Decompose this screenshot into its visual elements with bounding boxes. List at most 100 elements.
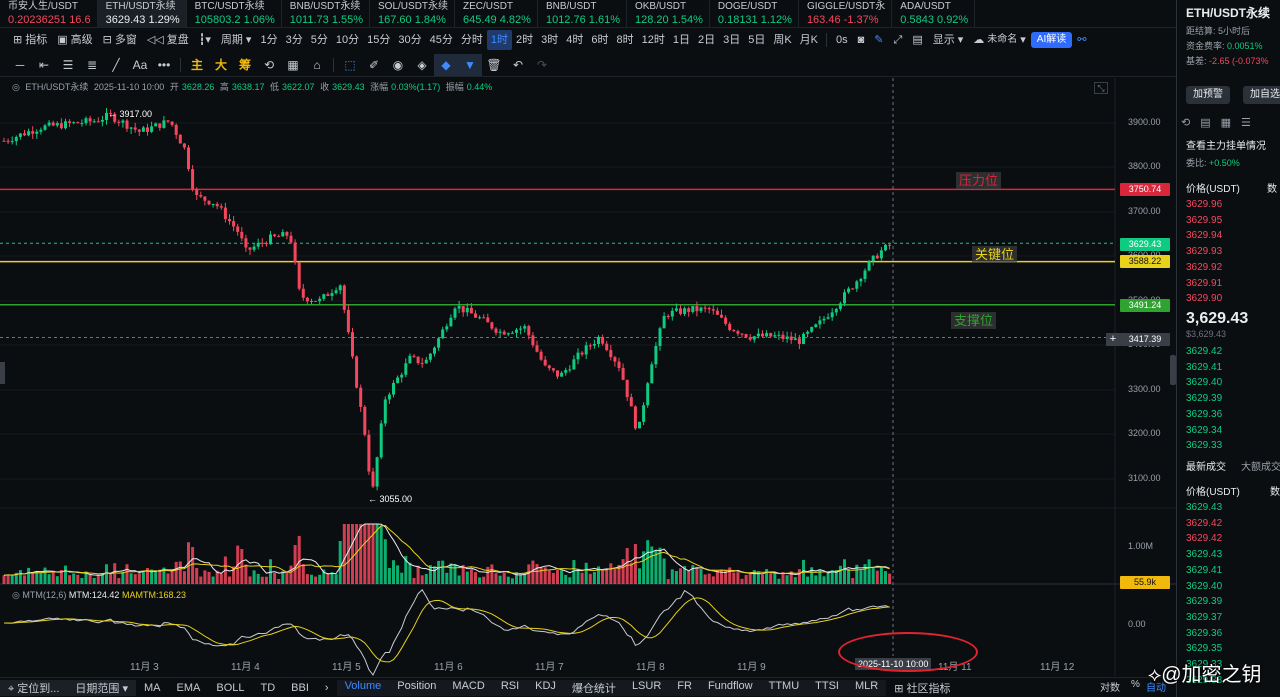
main-force-button[interactable]: 主: [190, 58, 203, 72]
filter-icon[interactable]: ▼: [458, 53, 482, 76]
sub-indicator-4[interactable]: KDJ: [535, 679, 556, 692]
sub-indicator-1[interactable]: Position: [397, 679, 437, 692]
interval-3[interactable]: 10分: [335, 34, 360, 46]
more-icon[interactable]: •••: [157, 57, 171, 72]
replay-button[interactable]: ◁◁ 复盘: [142, 30, 194, 50]
order-row[interactable]: 3629.96: [1186, 199, 1223, 210]
book-mode-icons[interactable]: ⟲▤▦☰: [1181, 117, 1261, 129]
sub-indicator-11[interactable]: MLR: [854, 679, 879, 692]
order-row[interactable]: 3629.39: [1186, 393, 1223, 405]
interval-15[interactable]: 1日: [672, 34, 690, 46]
sync-icon[interactable]: ⟲: [263, 57, 275, 72]
date-range-button[interactable]: 日期范围 ▾: [67, 679, 137, 696]
layers-icon[interactable]: ◈: [417, 57, 427, 72]
interval-10[interactable]: 3时: [541, 34, 559, 46]
multi-window-button[interactable]: ⊟ 多窗: [98, 30, 142, 50]
interval-9[interactable]: 2时: [515, 34, 534, 46]
paint-icon[interactable]: ◆: [434, 53, 458, 76]
trend-line-icon[interactable]: ╱: [112, 57, 120, 72]
display-button[interactable]: 显示 ▾: [928, 30, 969, 50]
undo-icon[interactable]: ↶: [512, 57, 524, 72]
calc-icon[interactable]: ▦: [287, 57, 299, 72]
latest-trades-tab[interactable]: 最新成交: [1186, 462, 1226, 473]
percent-scale-toggle[interactable]: %: [1131, 679, 1140, 690]
ticker-item[interactable]: ETH/USDT永续 3629.43 1.29%: [97, 0, 187, 27]
parallel-lines-icon[interactable]: ☰: [62, 57, 74, 72]
chip-button[interactable]: 筹: [238, 58, 251, 72]
indicator-boll[interactable]: BOLL: [216, 681, 245, 694]
interval-11[interactable]: 4时: [566, 34, 584, 46]
sub-indicator-8[interactable]: Fundflow: [707, 679, 753, 692]
order-row[interactable]: 3629.34: [1186, 424, 1223, 436]
sub-indicator-2[interactable]: MACD: [452, 679, 485, 692]
interval-4[interactable]: 15分: [367, 34, 391, 46]
interval-6[interactable]: 45分: [429, 34, 453, 46]
interval-0[interactable]: 1分: [260, 34, 278, 46]
order-row[interactable]: 3629.91: [1186, 277, 1223, 289]
indicator-bbi[interactable]: BBI: [291, 681, 309, 694]
chevron-right-icon[interactable]: ›: [324, 681, 329, 694]
ticker-item[interactable]: OKB/USDT 128.20 1.54%: [627, 0, 710, 27]
camera-icon[interactable]: ◙: [857, 34, 865, 46]
sub-indicator-7[interactable]: FR: [677, 679, 692, 692]
lock-icon[interactable]: ⌂: [313, 57, 321, 72]
redo-icon[interactable]: ↷: [536, 57, 548, 72]
ticker-item[interactable]: ZEC/USDT 645.49 4.82%: [455, 0, 538, 27]
order-row[interactable]: 3629.40: [1186, 377, 1223, 389]
interval-14[interactable]: 12时: [641, 34, 665, 46]
auto-scale-toggle[interactable]: 自动: [1146, 683, 1166, 694]
text-tool-button[interactable]: Aa: [132, 57, 148, 72]
log-scale-toggle[interactable]: 对数: [1100, 683, 1120, 694]
ticker-item[interactable]: 币安人生/USDT 0.20236251 16.6: [0, 0, 98, 27]
community-indicator-button[interactable]: ⊞ 社区指标: [894, 682, 951, 695]
interval-19[interactable]: 周K: [773, 34, 792, 46]
left-collapse-handle[interactable]: [0, 362, 5, 384]
period-dropdown[interactable]: 周期 ▾: [216, 30, 257, 50]
layout-icon[interactable]: ▤: [912, 34, 923, 46]
big-order-button[interactable]: 大: [214, 58, 227, 72]
ticker-item[interactable]: SOL/USDT永续 167.60 1.84%: [370, 0, 456, 27]
interval-17[interactable]: 3日: [723, 34, 741, 46]
fullscreen-icon[interactable]: ⤡: [1094, 82, 1108, 94]
order-row[interactable]: 3629.95: [1186, 214, 1223, 226]
interval-18[interactable]: 5日: [748, 34, 766, 46]
locate-button[interactable]: ⌖ 定位到...: [0, 679, 68, 696]
eye-icon[interactable]: ◉: [392, 57, 404, 72]
main-orders-link[interactable]: 查看主力挂单情况: [1186, 141, 1266, 152]
order-row[interactable]: 3629.33: [1186, 440, 1223, 452]
horizontal-line-icon[interactable]: ─: [15, 57, 25, 72]
ticker-item[interactable]: DOGE/USDT 0.18131 1.12%: [710, 0, 799, 27]
order-row[interactable]: 3629.90: [1186, 293, 1223, 305]
order-row[interactable]: 3629.92: [1186, 261, 1223, 273]
sub-indicator-10[interactable]: TTSI: [815, 679, 839, 692]
interval-13[interactable]: 8时: [616, 34, 634, 46]
trash-icon[interactable]: 🗑: [486, 57, 502, 72]
interval-20[interactable]: 月K: [799, 34, 819, 46]
interval-2[interactable]: 5分: [310, 34, 328, 46]
sub-indicator-6[interactable]: LSUR: [631, 679, 662, 692]
cloud-layout-button[interactable]: ☁ 未命名 ▾: [968, 30, 1031, 50]
sub-indicator-9[interactable]: TTMU: [768, 679, 800, 692]
advanced-button[interactable]: ▣ 高级: [52, 30, 97, 50]
settings-icon[interactable]: ◎: [12, 590, 20, 600]
pencil-icon[interactable]: ✐: [368, 57, 380, 72]
order-row[interactable]: 3629.36: [1186, 408, 1223, 420]
collapse-icon[interactable]: ◎: [12, 82, 20, 92]
ai-analysis-button[interactable]: AI解读: [1030, 32, 1073, 48]
interval-7[interactable]: 分时: [460, 34, 483, 46]
indicator-ema[interactable]: EMA: [176, 681, 201, 694]
fib-lines-icon[interactable]: ≣: [86, 57, 98, 72]
sub-indicator-0[interactable]: Volume: [344, 679, 382, 692]
ticker-item[interactable]: BNB/USDT 1012.76 1.61%: [538, 0, 627, 27]
chart-area[interactable]: ◎ ETH/USDT永续 2025-11-10 10:00 开 3628.26 高…: [0, 78, 1176, 676]
ticker-item[interactable]: GIGGLE/USDT永 163.46 -1.37%: [799, 0, 893, 27]
zero-s-button[interactable]: 0s: [836, 34, 848, 46]
sub-indicator-5[interactable]: 爆仓统计: [571, 682, 616, 695]
chart-type-button[interactable]: ┇▾: [194, 30, 216, 50]
order-row[interactable]: 3629.93: [1186, 246, 1223, 258]
ticker-item[interactable]: BNB/USDT永续 1011.73 1.55%: [282, 0, 371, 27]
indicator-button[interactable]: ⊞ 指标: [8, 30, 52, 50]
add-watch-button[interactable]: 加自选: [1243, 86, 1280, 104]
order-row[interactable]: 3629.41: [1186, 361, 1223, 373]
interval-1[interactable]: 3分: [285, 34, 303, 46]
